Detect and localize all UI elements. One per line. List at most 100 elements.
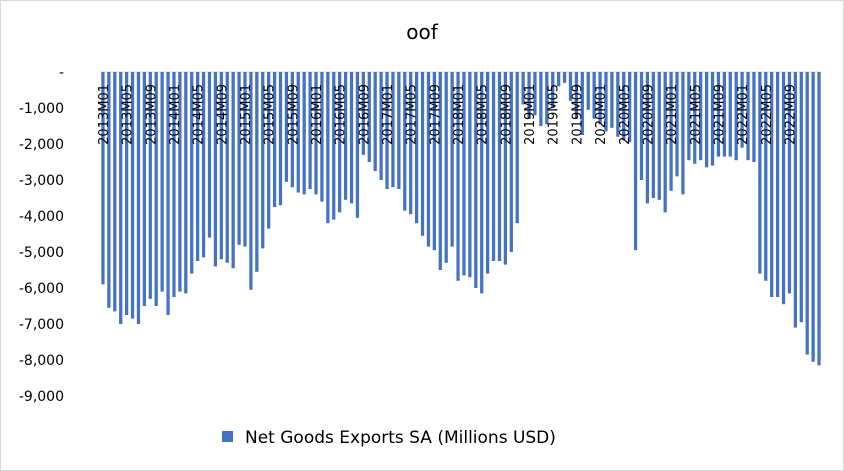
bar <box>136 72 141 324</box>
bar <box>734 72 738 161</box>
bar <box>225 72 229 263</box>
bar <box>391 72 395 188</box>
bar <box>551 72 555 108</box>
bar <box>574 72 579 119</box>
bar <box>444 72 448 263</box>
bar <box>586 72 590 110</box>
bar <box>568 72 573 101</box>
y-tick-label: -7,000 <box>19 317 64 333</box>
bar <box>414 72 419 224</box>
legend: Net Goods Exports SA (Millions USD) <box>222 428 556 448</box>
bar <box>284 72 289 182</box>
x-tick-label: 2020M05 <box>618 84 633 145</box>
bar <box>426 72 431 247</box>
y-tick-label: -6,000 <box>19 281 64 297</box>
y-tick-label: -5,000 <box>19 245 64 261</box>
bar <box>675 72 679 177</box>
chart-title: oof <box>406 20 438 44</box>
x-tick-label: 2013M05 <box>121 84 136 145</box>
bar <box>533 72 537 116</box>
bar <box>545 72 549 125</box>
bar <box>651 72 655 198</box>
bar <box>456 72 460 281</box>
bar <box>320 72 324 202</box>
bar <box>521 72 525 105</box>
x-tick-label: 2013M09 <box>144 84 159 145</box>
bar <box>604 72 608 132</box>
bar <box>699 72 703 161</box>
bar <box>296 72 300 193</box>
bar <box>515 72 519 224</box>
bar <box>799 72 803 323</box>
bar <box>432 72 436 251</box>
bar <box>154 72 158 306</box>
bar <box>663 72 667 213</box>
bar <box>113 72 117 312</box>
bar <box>290 72 294 188</box>
bar <box>207 72 212 238</box>
bar-series <box>101 72 821 366</box>
bar <box>332 72 336 220</box>
bar <box>107 72 111 308</box>
y-axis-ticks: - -1,000 -2,000 -3,000 -4,000 -5,000 -6,000 -7,… <box>19 65 64 405</box>
y-tick-label: -2,000 <box>19 137 64 153</box>
bar <box>101 72 105 285</box>
bar <box>178 72 182 292</box>
y-tick-label: -1,000 <box>19 101 64 117</box>
bar <box>355 72 360 218</box>
bar <box>403 72 407 211</box>
bar <box>580 72 584 135</box>
bar <box>728 72 732 157</box>
x-tick-label: 2020M01 <box>594 84 609 145</box>
y-tick-label: -4,000 <box>19 209 64 225</box>
bar <box>267 72 271 229</box>
bar <box>509 72 513 252</box>
bar <box>160 72 164 292</box>
bar <box>693 72 697 164</box>
x-tick-label: 2016M09 <box>357 84 372 145</box>
bar <box>379 72 383 180</box>
bar <box>497 72 502 261</box>
bar <box>367 72 371 162</box>
bar <box>196 72 200 261</box>
bar <box>669 72 673 191</box>
x-tick-label: 2015M01 <box>239 84 254 145</box>
bar <box>249 72 253 290</box>
bar <box>793 72 797 328</box>
bar <box>598 72 602 125</box>
bar <box>420 72 425 236</box>
bar <box>592 72 596 119</box>
bar <box>237 72 241 245</box>
legend-swatch <box>222 431 233 442</box>
x-tick-label: 2018M09 <box>499 84 514 145</box>
x-tick-label: 2017M09 <box>428 84 443 145</box>
bar <box>746 72 750 161</box>
bar <box>817 72 821 366</box>
bar <box>491 72 496 261</box>
bar <box>302 72 306 195</box>
y-tick-label: -9,000 <box>19 389 64 405</box>
bar <box>681 72 685 195</box>
bar <box>255 72 259 272</box>
x-tick-label: 2021M09 <box>712 84 727 145</box>
bar <box>166 72 170 315</box>
bar <box>562 72 567 83</box>
bar <box>172 72 176 297</box>
bar <box>468 72 472 278</box>
x-tick-label: 2022M09 <box>783 84 798 145</box>
x-tick-label: 2015M05 <box>263 84 278 145</box>
bar <box>308 72 312 189</box>
bar <box>657 72 661 200</box>
x-tick-label: 2014M05 <box>192 84 207 145</box>
bar <box>610 72 614 128</box>
x-tick-label: 2018M01 <box>452 84 467 145</box>
bar <box>462 72 466 276</box>
bar <box>119 72 123 324</box>
bar <box>758 72 762 274</box>
x-tick-label: 2014M09 <box>215 84 230 145</box>
bar <box>450 72 454 247</box>
bar <box>409 72 413 215</box>
bar <box>787 72 792 294</box>
bar <box>764 72 768 281</box>
